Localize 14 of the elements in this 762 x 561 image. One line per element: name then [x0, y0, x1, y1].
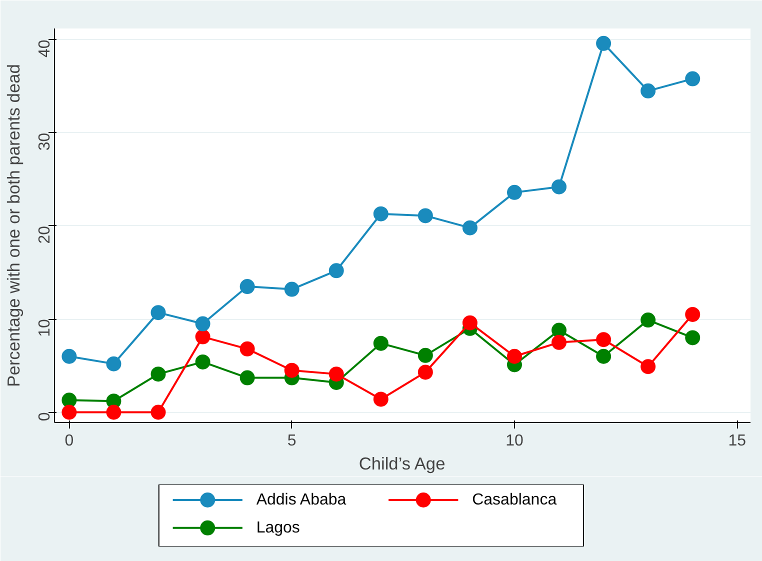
x-tick-label: 0	[64, 432, 74, 450]
legend-label: Lagos	[256, 519, 300, 536]
y-tick-label: 0	[36, 412, 54, 422]
y-tick-label: 10	[36, 319, 54, 337]
x-tick-label: 15	[728, 432, 746, 450]
y-tick-label: 20	[36, 226, 54, 244]
legend-label: Casablanca	[472, 492, 557, 508]
legend-label: Addis Ababa	[256, 492, 346, 508]
y-tick-label: 30	[36, 132, 54, 151]
x-tick-label: 5	[287, 432, 296, 450]
y-tick-label: 40	[36, 40, 54, 58]
y-axis-title: Percentage with one or both parents dead	[4, 64, 24, 387]
x-tick-label: 10	[506, 432, 524, 450]
x-axis-title: Child’s Age	[358, 454, 446, 474]
